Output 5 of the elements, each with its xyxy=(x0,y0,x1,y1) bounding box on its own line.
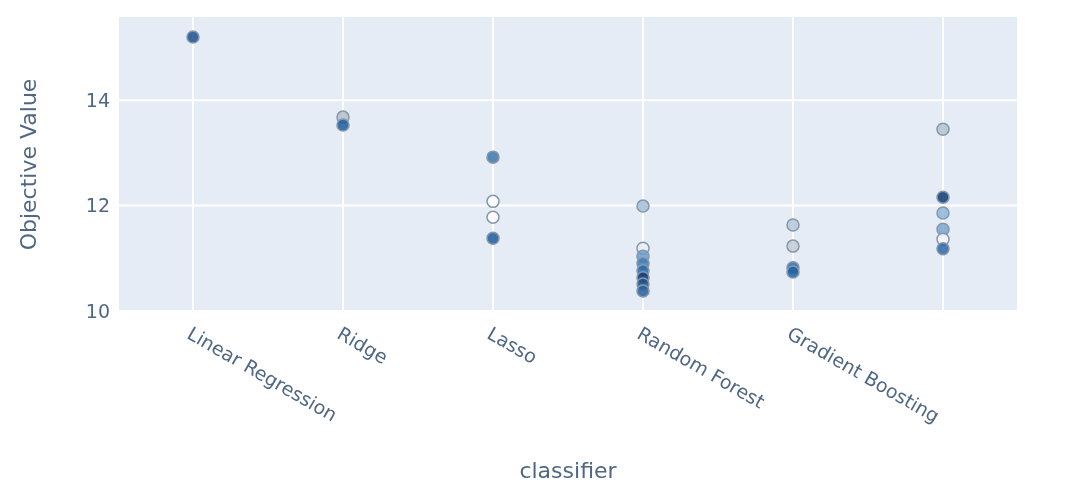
y-axis-title: Objective Value xyxy=(15,78,41,251)
y-tick-label: 12 xyxy=(85,194,110,217)
x-axis-title: classifier xyxy=(519,458,618,483)
y-tick-label: 10 xyxy=(85,299,110,322)
y-tick-label: 14 xyxy=(85,89,110,111)
